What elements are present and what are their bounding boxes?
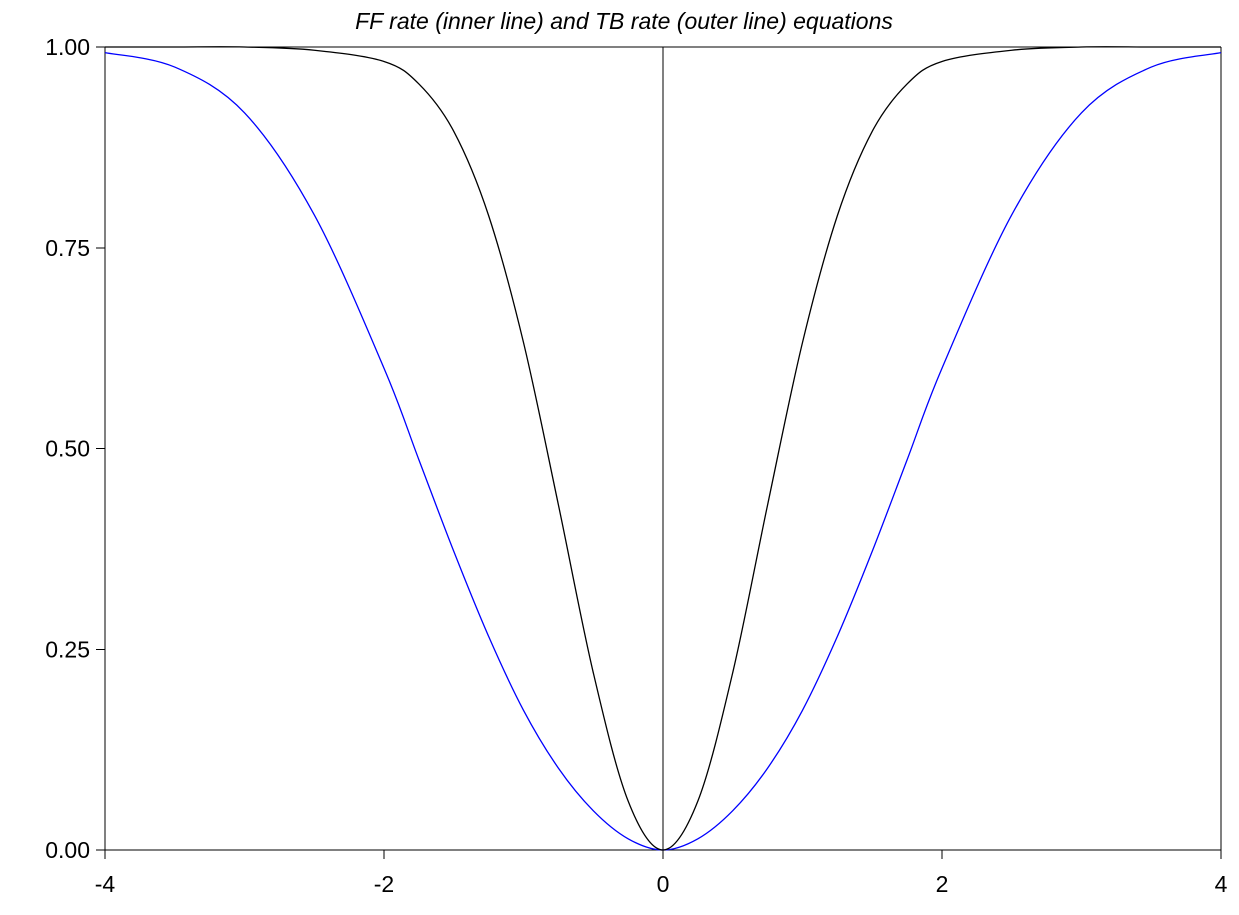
plot-axes: [104, 46, 1222, 851]
y-tick-label: 0.75: [45, 235, 90, 261]
x-tick-label: -4: [95, 871, 116, 897]
chart-title: FF rate (inner line) and TB rate (outer …: [355, 8, 893, 34]
x-ticks: -4 -2 0 2 4: [95, 850, 1228, 897]
x-tick-label: -2: [374, 871, 394, 897]
x-tick-label: 4: [1215, 871, 1228, 897]
x-tick-label: 0: [657, 871, 670, 897]
x-tick-label: 2: [936, 871, 949, 897]
y-tick-label: 0.50: [45, 436, 90, 462]
y-tick-label: 0.00: [45, 837, 90, 863]
y-tick-label: 0.25: [45, 636, 90, 662]
y-tick-label: 1.00: [45, 34, 90, 60]
y-ticks: 0.00 0.25 0.50 0.75 1.00: [45, 34, 105, 863]
series-line-inner: [105, 46, 1221, 851]
series-group: [104, 46, 1222, 851]
